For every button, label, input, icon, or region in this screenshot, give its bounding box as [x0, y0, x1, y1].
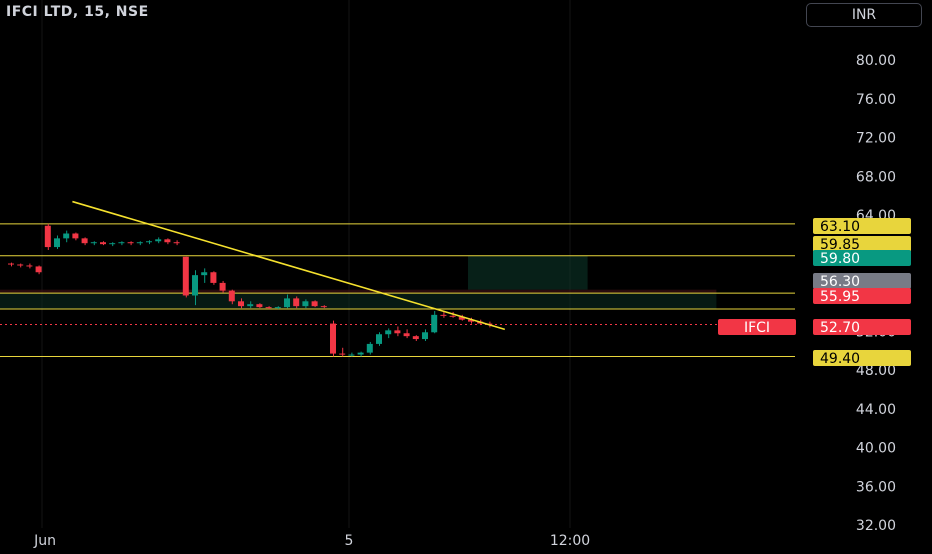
price-label-text: 52.70 [820, 320, 860, 336]
candle-body [458, 316, 465, 320]
candle-body [8, 263, 14, 265]
price-label-box [813, 236, 911, 252]
trendline [72, 200, 506, 331]
x-axis-tick-label: Jun [33, 533, 56, 549]
candle-body [100, 242, 106, 245]
candle-body [182, 256, 189, 296]
price-label-text: 59.80 [820, 251, 860, 267]
candle-body [330, 323, 336, 354]
candle-body [440, 314, 447, 316]
y-axis-tick-label: 80.00 [856, 53, 896, 69]
candle-body [247, 304, 254, 307]
x-axis-tick-label: 5 [345, 533, 354, 549]
candle-body [35, 266, 42, 273]
y-axis-tick-label: 40.00 [856, 441, 896, 457]
candle-body [155, 239, 162, 242]
y-axis-tick-label: 76.00 [856, 92, 896, 108]
candle-body [302, 301, 309, 307]
candle-body [320, 306, 327, 308]
price-label-text: 49.40 [820, 351, 860, 367]
candle-body [127, 242, 134, 244]
ticker-label-box [718, 319, 796, 335]
y-axis-tick-label: 48.00 [856, 363, 896, 379]
x-axis-tick-label: 12:00 [550, 533, 590, 549]
y-axis-tick-label: 36.00 [856, 479, 896, 495]
price-label-text: 56.30 [820, 274, 860, 290]
candle-body [228, 290, 235, 302]
candle-body [201, 272, 208, 276]
candle-body [210, 272, 217, 283]
y-axis-tick-label: 68.00 [856, 169, 896, 185]
candle-body [265, 307, 272, 309]
candle-body [54, 238, 60, 248]
candle-body [376, 334, 382, 344]
candle-body [311, 301, 318, 307]
candle-body [284, 298, 290, 308]
candle-body [366, 343, 373, 353]
candle-body [63, 233, 70, 239]
candle-body [164, 239, 171, 243]
y-axis-tick-label: 72.00 [856, 131, 896, 147]
candle-body [385, 330, 392, 335]
candle-body [238, 301, 244, 307]
candle-body [26, 265, 33, 267]
candle-body [348, 354, 355, 356]
candle-body [274, 307, 281, 309]
candle-body [72, 233, 79, 239]
price-label-box [813, 273, 911, 289]
candle-body [357, 352, 364, 355]
price-label-box [813, 288, 911, 304]
candle-body [192, 275, 198, 296]
candle-body [403, 333, 410, 337]
candle-body [17, 264, 24, 266]
candle-body [256, 304, 263, 308]
candle-body [449, 315, 456, 317]
price-label-box [813, 319, 911, 335]
ticker-label-text: IFCI [744, 320, 770, 336]
currency-button[interactable]: INR [806, 3, 922, 27]
price-label-box [813, 250, 911, 266]
candle-body [173, 242, 180, 244]
candle-body [431, 314, 438, 333]
candle-body [118, 242, 125, 244]
price-label-box [813, 350, 911, 366]
candle-body [146, 241, 152, 243]
candle-body [293, 298, 300, 307]
target-zone [468, 255, 588, 290]
candle-body [468, 319, 474, 322]
candle-body [44, 225, 51, 248]
candle-body [109, 243, 116, 245]
price-label-text: 59.85 [820, 237, 860, 253]
candle-body [394, 330, 401, 334]
candle-body [81, 238, 88, 244]
price-label-text: 55.95 [820, 289, 860, 305]
candle-body [219, 282, 226, 291]
candle-body [136, 242, 143, 244]
candle-body [412, 336, 419, 340]
symbol-title: IFCI LTD, 15, NSE [6, 4, 149, 20]
price-label-text: 63.10 [820, 219, 860, 235]
candle-body [90, 242, 97, 244]
y-axis-tick-label: 32.00 [856, 518, 896, 534]
price-label-box [813, 218, 911, 234]
candle-body [339, 353, 346, 355]
risk-band [0, 289, 717, 294]
support-band [0, 293, 717, 310]
candle-body [422, 332, 428, 340]
y-axis-tick-label: 44.00 [856, 402, 896, 418]
